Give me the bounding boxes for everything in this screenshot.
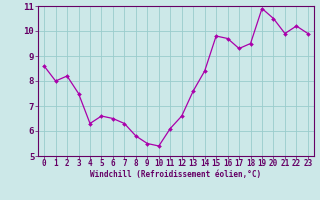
X-axis label: Windchill (Refroidissement éolien,°C): Windchill (Refroidissement éolien,°C): [91, 170, 261, 179]
